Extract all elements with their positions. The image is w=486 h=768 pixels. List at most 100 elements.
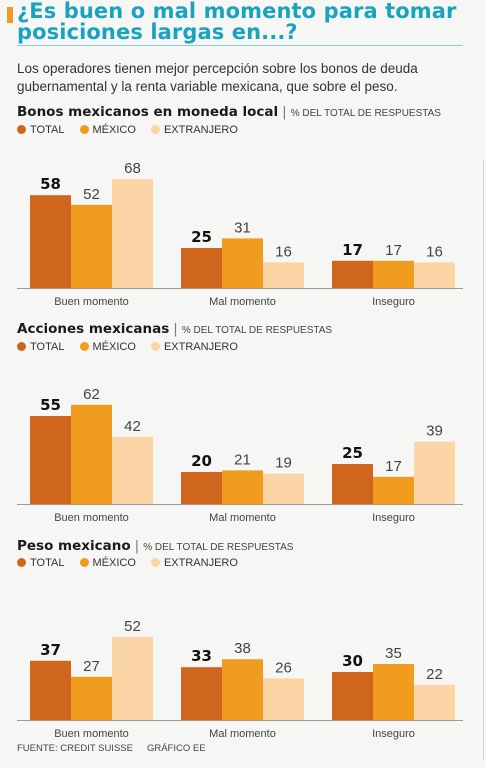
value-label-extranjero: 26 — [275, 659, 292, 676]
category-label: Buen momento — [54, 296, 129, 308]
bar-extranjero-mal-momento — [263, 473, 304, 504]
value-label-total: 37 — [40, 641, 61, 659]
value-label-total: 30 — [342, 652, 363, 670]
value-label-extranjero: 52 — [124, 618, 141, 635]
bar-total-buen-momento — [30, 416, 71, 504]
value-label-mexico: 62 — [83, 386, 100, 403]
legend-item-total: TOTAL — [17, 124, 64, 136]
category-label: Mal momento — [209, 296, 276, 308]
category-label: Inseguro — [372, 728, 415, 740]
value-label-mexico: 17 — [385, 458, 402, 475]
chart-3-legend: TOTAL MÉXICO EXTRANJERO — [17, 557, 250, 569]
legend-label-total: TOTAL — [30, 557, 65, 569]
legend-item-total: TOTAL — [17, 557, 64, 569]
bar-extranjero-buen-momento — [112, 436, 153, 504]
bar-total-buen-momento — [30, 195, 71, 288]
legend-item-mexico: MÉXICO — [79, 124, 136, 136]
legend-item-mexico: MÉXICO — [79, 341, 136, 353]
category-label: Mal momento — [209, 728, 276, 740]
legend-label-extranjero: EXTRANJERO — [163, 557, 238, 569]
bar-mexico-mal-momento — [222, 238, 263, 288]
page-subtitle: Los operadores tienen mejor percepción s… — [17, 61, 418, 94]
value-label-extranjero: 19 — [275, 455, 292, 472]
chart-2-title: Acciones mexicanas |% DEL TOTAL DE RESPUE… — [17, 321, 333, 337]
chart-2-acciones: 55 62 42 Buen momento 20 21 19 Mal momento 25 17 3… — [17, 386, 463, 524]
legend-item-extranjero: EXTRANJERO — [150, 557, 238, 569]
legend-label-extranjero: EXTRANJERO — [163, 124, 238, 136]
title-accent-bar — [7, 7, 13, 23]
bar-extranjero-mal-momento — [263, 678, 304, 720]
bar-mexico-mal-momento — [222, 659, 263, 720]
value-label-extranjero: 16 — [275, 243, 292, 260]
category-label: Buen momento — [54, 728, 129, 740]
chart-3-title: Peso mexicano |% DEL TOTAL DE RESPUESTAS — [17, 538, 294, 554]
value-label-total: 20 — [191, 452, 212, 470]
chart-3-peso: 37 27 52 Buen momento 33 38 26 Mal momento 30 35 2… — [17, 618, 463, 740]
bar-total-mal-momento — [181, 667, 222, 720]
chart-1-title-text: Bonos mexicanos en moneda local — [17, 104, 279, 120]
bar-mexico-inseguro — [373, 260, 414, 288]
legend-label-mexico: MÉXICO — [92, 341, 136, 353]
legend-label-total: TOTAL — [30, 341, 65, 353]
bar-extranjero-buen-momento — [112, 179, 153, 288]
legend-dot-extranjero — [150, 125, 160, 134]
credit-text: GRÁFICO EE — [146, 743, 206, 754]
bar-extranjero-mal-momento — [263, 262, 304, 288]
value-label-mexico: 21 — [234, 451, 251, 468]
legend-item-extranjero: EXTRANJERO — [150, 124, 238, 136]
bar-total-mal-momento — [181, 248, 222, 288]
legend-label-extranjero: EXTRANJERO — [163, 341, 238, 353]
bar-total-mal-momento — [181, 472, 222, 504]
legend-dot-extranjero — [150, 558, 160, 567]
bar-total-inseguro — [332, 672, 373, 720]
category-label: Buen momento — [54, 512, 129, 524]
value-label-total: 55 — [40, 396, 61, 414]
legend-label-mexico: MÉXICO — [92, 124, 136, 136]
legend-dot-mexico — [79, 342, 89, 351]
bar-total-inseguro — [332, 464, 373, 504]
chart-1-legend: TOTAL MÉXICO EXTRANJERO — [17, 124, 250, 136]
value-label-mexico: 52 — [83, 186, 100, 203]
value-label-extranjero: 22 — [426, 666, 443, 683]
legend-item-extranjero: EXTRANJERO — [150, 341, 238, 353]
value-label-total: 25 — [191, 228, 212, 246]
bar-mexico-mal-momento — [222, 470, 263, 504]
value-label-total: 58 — [40, 175, 61, 193]
category-label: Mal momento — [209, 512, 276, 524]
right-divider — [483, 160, 484, 760]
title-divider — [17, 45, 463, 46]
bar-total-buen-momento — [30, 660, 71, 720]
value-label-total: 25 — [342, 444, 363, 462]
bar-extranjero-inseguro — [414, 441, 455, 504]
legend-dot-total — [17, 558, 26, 567]
legend-label-mexico: MÉXICO — [92, 557, 136, 569]
value-label-mexico: 35 — [385, 645, 402, 662]
value-label-mexico: 38 — [234, 640, 251, 657]
bar-mexico-inseguro — [373, 664, 414, 720]
bar-mexico-buen-momento — [71, 404, 112, 504]
bar-mexico-buen-momento — [71, 204, 112, 288]
bar-total-inseguro — [332, 260, 373, 288]
value-label-mexico: 17 — [385, 242, 402, 259]
source-line: FUENTE: CREDIT SUISSE GRÁFICO EE — [17, 743, 220, 754]
chart-3-title-text: Peso mexicano — [17, 538, 131, 554]
value-label-mexico: 31 — [234, 219, 251, 236]
value-label-mexico: 27 — [83, 658, 100, 675]
category-label: Inseguro — [372, 296, 415, 308]
bar-mexico-inseguro — [373, 476, 414, 504]
chart-3-unit: % DEL TOTAL DE RESPUESTAS — [143, 542, 294, 553]
legend-dot-total — [17, 342, 26, 351]
chart-2-title-text: Acciones mexicanas — [17, 321, 170, 337]
legend-dot-total — [17, 125, 26, 134]
page-title: ¿Es buen o mal momento para tomar posici… — [17, 0, 457, 44]
source-text: FUENTE: CREDIT SUISSE — [17, 743, 133, 754]
chart-2-unit: % DEL TOTAL DE RESPUESTAS — [181, 325, 333, 336]
bar-mexico-buen-momento — [71, 676, 112, 720]
value-label-total: 33 — [191, 647, 212, 665]
bar-extranjero-buen-momento — [112, 636, 153, 720]
value-label-extranjero: 68 — [124, 160, 141, 177]
legend-item-total: TOTAL — [17, 341, 64, 353]
chart-1-title: Bonos mexicanos en moneda local |% DEL TO… — [17, 104, 441, 120]
bar-extranjero-inseguro — [414, 262, 455, 288]
chart-1-unit: % DEL TOTAL DE RESPUESTAS — [290, 108, 441, 119]
